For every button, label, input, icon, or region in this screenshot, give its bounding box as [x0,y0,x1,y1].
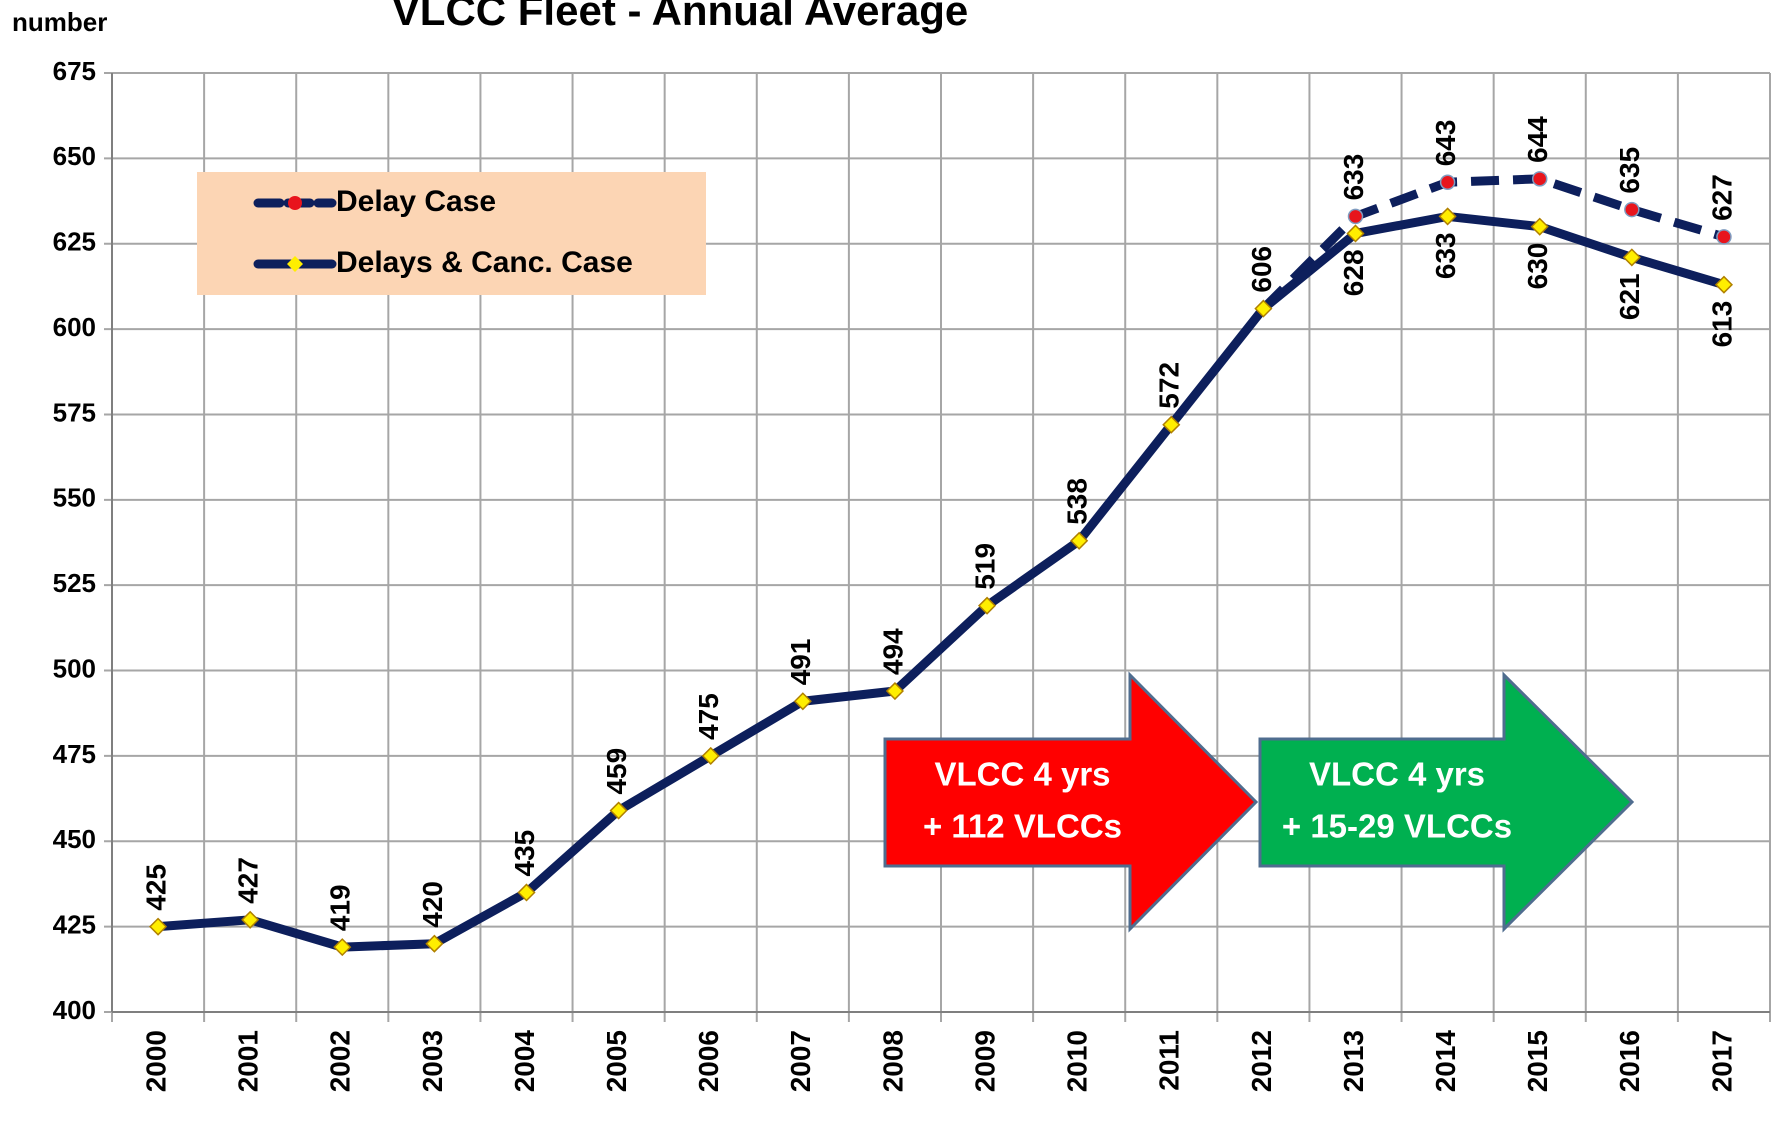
x-tick-label: 2011 [1154,1030,1185,1091]
x-tick-label: 2010 [1062,1030,1093,1092]
y-tick-label: 650 [53,141,96,171]
data-label: 613 [1706,301,1737,348]
marker [517,883,536,902]
x-tick-label: 2003 [417,1030,448,1092]
y-tick-label: 550 [53,483,96,513]
marker [1438,207,1457,226]
legend-marker [287,256,303,272]
series-line [157,211,1726,952]
x-tick-label: 2012 [1246,1030,1277,1092]
marker [1254,299,1273,318]
annotation-text: + 15-29 VLCCs [1282,808,1512,845]
x-tick-label: 2015 [1522,1030,1553,1092]
data-label: 628 [1338,249,1369,296]
data-label: 630 [1522,243,1553,290]
data-label: 491 [785,639,816,686]
y-tick-label: 400 [53,995,96,1025]
marker [1622,248,1641,267]
x-tick-label: 2004 [509,1030,540,1093]
x-tick-label: 2006 [693,1030,724,1092]
legend-marker [288,196,302,210]
x-tick-label: 2000 [140,1030,171,1092]
x-tick-label: 2001 [233,1030,264,1092]
data-label: 635 [1614,147,1645,194]
data-label: 538 [1062,478,1093,525]
data-label: 621 [1614,273,1645,320]
x-tick-label: 2009 [969,1030,1000,1092]
marker [1624,201,1640,218]
data-label: 459 [601,748,632,795]
annotation-arrow [883,671,1259,933]
data-label: 435 [509,830,540,877]
x-tick-label: 2013 [1338,1030,1369,1092]
y-tick-label: 500 [53,653,96,683]
data-label: 644 [1522,116,1553,163]
y-tick-label: 675 [53,56,96,86]
marker [977,596,997,615]
marker [701,746,720,765]
annotation-text: VLCC 4 yrs [1309,756,1485,793]
data-label: 419 [325,884,356,931]
y-tick-label: 600 [53,312,96,342]
data-label: 494 [877,628,908,675]
annotation-text: VLCC 4 yrs [934,756,1110,793]
marker [425,934,444,953]
data-label: 633 [1430,232,1461,279]
marker [1716,229,1732,245]
data-label: 427 [233,857,264,904]
x-tick-label: 2002 [325,1030,356,1092]
y-tick-label: 450 [53,824,96,854]
x-tick-label: 2005 [601,1030,632,1092]
y-tick-label: 475 [53,739,96,769]
marker [1347,208,1364,225]
data-label: 519 [969,543,1000,590]
marker [1346,224,1365,243]
annotation-text: + 112 VLCCs [923,808,1122,845]
data-label: 420 [417,881,448,928]
marker [1070,531,1089,550]
data-label: 627 [1706,174,1737,221]
data-label: 572 [1154,362,1185,409]
data-label: 643 [1430,120,1461,167]
marker [333,938,352,957]
data-label: 606 [1246,246,1277,293]
marker [241,910,260,929]
marker [1439,174,1456,191]
marker [793,692,812,711]
data-label: 633 [1338,154,1369,201]
data-label: 425 [140,864,171,911]
marker [885,681,905,701]
x-tick-label: 2014 [1430,1030,1461,1093]
y-tick-label: 525 [53,568,96,598]
legend-box [197,172,706,295]
y-tick-label: 625 [53,227,96,257]
data-label: 475 [693,693,724,740]
x-tick-label: 2007 [785,1030,816,1092]
x-tick-label: 2008 [877,1030,908,1092]
marker [1531,171,1548,187]
x-tick-label: 2016 [1614,1030,1645,1092]
marker [148,917,168,936]
marker [1162,415,1181,434]
legend-label: Delays & Canc. Case [336,246,633,279]
marker [609,801,628,820]
annotation-arrow [1258,671,1635,933]
y-tick-label: 575 [53,397,96,427]
series-line [1260,174,1726,312]
marker [1714,275,1734,294]
x-tick-label: 2017 [1706,1030,1737,1092]
marker [1530,217,1549,236]
legend-label: Delay Case [336,185,496,218]
y-tick-label: 425 [53,910,96,940]
chart-title: VLCC Fleet - Annual Average [392,0,968,34]
y-axis-label: number [12,7,107,37]
